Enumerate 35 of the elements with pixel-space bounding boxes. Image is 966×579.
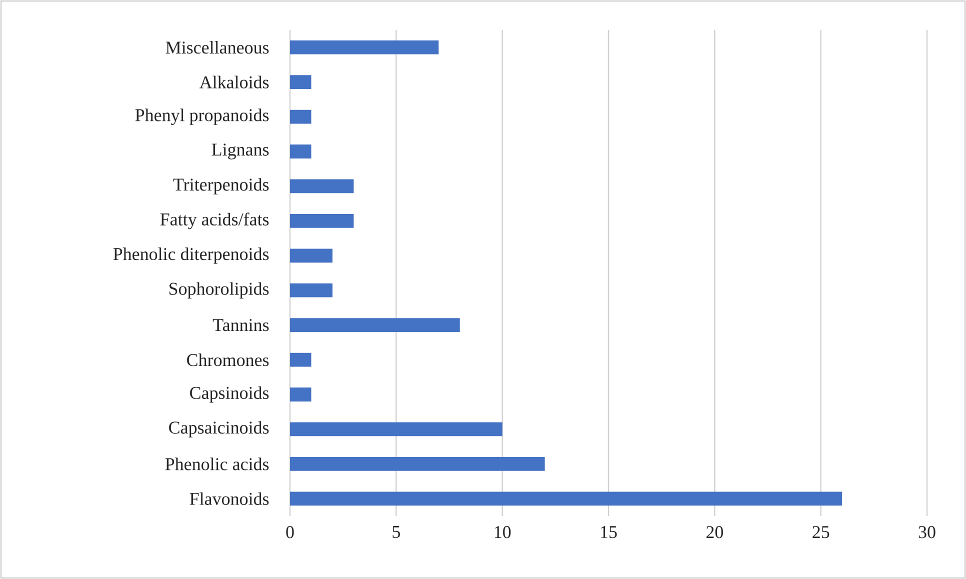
bar (290, 456, 545, 471)
bar (290, 388, 312, 402)
bar (290, 179, 354, 194)
y-tick-label: Chromones (187, 353, 269, 366)
y-tick-label: Lignans (212, 144, 269, 160)
x-tick-label: 30 (918, 526, 936, 538)
y-tick-label: Alkaloids (199, 76, 269, 88)
x-tick-label: 25 (812, 526, 830, 538)
bar (290, 144, 312, 158)
y-tick-label: Sophorolipids (169, 282, 269, 299)
x-tick-label: 10 (494, 526, 511, 538)
bar (290, 352, 312, 367)
y-tick-label: Tannins (212, 319, 269, 332)
bar (290, 248, 332, 263)
y-tick-label: Phenolic acids (165, 458, 269, 470)
y-tick-label: Capsinoids (190, 386, 269, 403)
y-tick-label: Flavonoids (190, 492, 269, 505)
x-tick-label: 20 (706, 526, 723, 538)
y-tick-label: Phenyl propanoids (135, 108, 269, 125)
bar (290, 318, 460, 332)
bar (290, 214, 354, 228)
bar (290, 40, 439, 54)
y-tick-label: Capsaicinoids (169, 421, 269, 438)
x-tick-label: 15 (601, 526, 617, 538)
bar (290, 492, 842, 506)
bar (290, 422, 502, 436)
x-tick-label: 0 (286, 526, 294, 538)
y-tick-label: Miscellaneous (166, 41, 269, 54)
bar (290, 75, 312, 90)
bar (290, 283, 332, 298)
y-tick-label: Phenolic diterpenoids (113, 247, 269, 264)
bar (290, 110, 312, 124)
y-tick-label: Fatty acids/fats (160, 212, 269, 230)
x-tick-label: 5 (392, 526, 400, 538)
y-tick-label: Triterpenoids (173, 178, 269, 194)
